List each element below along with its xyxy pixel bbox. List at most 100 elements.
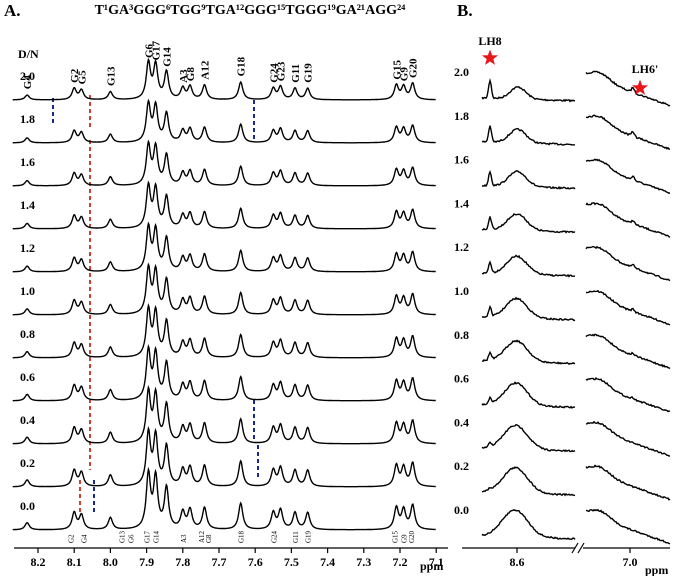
dashed-guides (52, 95, 259, 515)
marker-label: LH8 (478, 34, 501, 48)
peak-label: A3 (178, 69, 190, 83)
peak-label: G8 (185, 67, 197, 82)
spectrum-trace (585, 289, 671, 326)
trace-label: 0.2 (20, 456, 35, 470)
spectrum-trace (481, 296, 576, 322)
spectrum-trace (481, 169, 576, 190)
panel-label: B. (457, 1, 473, 20)
star-marker (481, 49, 499, 65)
axis-break (577, 542, 585, 554)
x-tick-label: 7.0 (623, 555, 638, 569)
sequence-title: T¹GA³GGG⁶TGG⁹TGA¹²GGG¹⁵TGGG¹⁹GA²¹AGG²⁴ (95, 3, 407, 18)
trace-label: 0.8 (454, 328, 469, 342)
trace-label: 1.6 (20, 155, 35, 169)
spectrum-trace (481, 125, 576, 146)
assignment-label: G15 (392, 530, 400, 543)
spectrum-trace (585, 201, 671, 238)
spectrum-trace (12, 302, 436, 359)
assignment-label: G20 (408, 530, 416, 543)
peak-label: G19 (303, 63, 315, 83)
peak-label: G15 (391, 60, 403, 80)
spectrum-trace (585, 245, 671, 282)
spectrum-trace (585, 114, 671, 150)
x-unit: ppm (420, 559, 443, 573)
trace-label: 0.0 (454, 503, 469, 517)
trace-label: 0.6 (20, 370, 35, 384)
peak-label: G18 (236, 56, 248, 76)
spectrum-trace (12, 180, 436, 230)
spectrum-trace (12, 425, 436, 488)
spectrum-trace (585, 420, 670, 457)
spectrum-trace (481, 77, 576, 103)
spectrum-trace (481, 339, 575, 365)
spectrum-trace (585, 508, 671, 545)
spectrum-trace (12, 262, 436, 316)
spectrum-trace (481, 381, 576, 409)
marker-label: LH6' (632, 62, 659, 76)
spectrum-trace (12, 98, 436, 144)
x-tick-label: 7.7 (212, 555, 227, 569)
x-tick-label: 8.0 (103, 555, 118, 569)
spectrum-trace (481, 423, 576, 453)
spectrum-trace (585, 464, 671, 501)
trace-label: 2.0 (20, 69, 35, 83)
assignment-label: G4 (80, 534, 88, 543)
x-tick-label: 8.2 (31, 555, 46, 569)
trace-label: 0.4 (454, 415, 469, 429)
peak-label: G9 (399, 67, 411, 82)
trace-label: 1.2 (454, 240, 469, 254)
trace-label: 2.0 (454, 65, 469, 79)
trace-label: 1.4 (454, 196, 469, 210)
assignment-label: G14 (153, 530, 161, 543)
peak-label: G2 (69, 68, 81, 83)
assignment-label: G24 (270, 530, 278, 543)
axis-break (571, 542, 579, 554)
peak-label: G6 (143, 43, 155, 58)
x-tick-label: 7.6 (248, 555, 263, 569)
spectrum-trace (481, 508, 576, 541)
peak-label: G11 (290, 64, 302, 83)
x-unit: ppm (645, 563, 668, 576)
dn-header: D/N (18, 47, 39, 61)
trace-label: 0.8 (20, 327, 35, 341)
x-tick-label: 7.8 (175, 555, 190, 569)
peak-label: G5 (76, 70, 88, 85)
x-tick-label: 7.4 (320, 555, 335, 569)
trace-label: 1.4 (20, 198, 35, 212)
trace-label: 1.2 (20, 241, 35, 255)
peak-label: A12 (200, 60, 212, 79)
trace-label: 0.4 (20, 413, 35, 427)
spectrum-trace (12, 57, 436, 101)
spectrum-trace (481, 213, 576, 234)
spectrum-trace (12, 221, 436, 273)
assignment-label: G19 (305, 530, 313, 543)
assignment-label: A3 (180, 534, 188, 543)
spectrum-trace (585, 158, 671, 194)
assignment-label: A12 (198, 530, 206, 543)
spectrum-trace (585, 333, 671, 370)
peak-label: G14 (162, 47, 174, 67)
peak-label: G23 (276, 61, 288, 81)
assignment-label: G2 (68, 534, 76, 543)
x-tick-label: 7.1 (429, 555, 444, 569)
spectrum-trace (12, 466, 436, 531)
trace-label: 0.2 (454, 459, 469, 473)
assignment-label: G18 (238, 530, 246, 543)
x-tick-label: 7.2 (393, 555, 408, 569)
spectrum-trace (585, 70, 671, 107)
x-tick-label: 7.9 (139, 555, 154, 569)
x-tick-label: 7.3 (356, 555, 371, 569)
trace-label: 0.0 (20, 499, 35, 513)
spectrum-trace (12, 343, 436, 402)
assignment-label: G17 (144, 530, 152, 543)
peak-label: G17 (151, 40, 163, 60)
x-tick-label: 8.6 (510, 555, 525, 569)
x-tick-label: 7.5 (284, 555, 299, 569)
trace-label: 1.0 (20, 284, 35, 298)
assignment-label: G13 (118, 530, 126, 543)
assignment-label: G9 (401, 534, 409, 543)
star-marker (631, 79, 649, 95)
panel-label: A. (4, 1, 21, 20)
assignment-label: G6 (127, 534, 135, 543)
